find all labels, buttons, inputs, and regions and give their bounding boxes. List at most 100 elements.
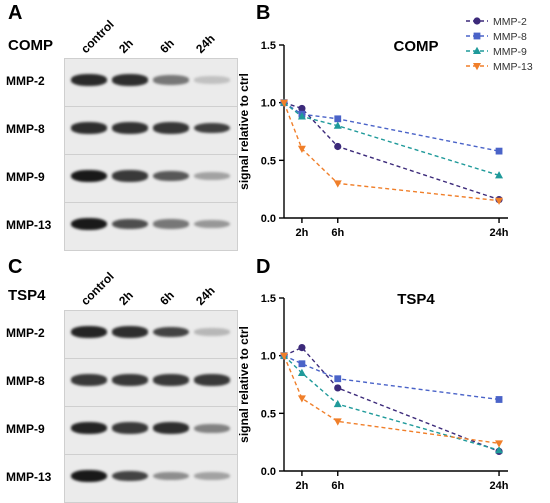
lane-label-6h: 6h <box>157 288 177 308</box>
blot-band <box>153 75 189 85</box>
data-point <box>334 142 342 151</box>
y-tick-label: 0.0 <box>261 213 276 225</box>
blot-band <box>194 76 230 84</box>
y-tick-label: 0.5 <box>261 408 276 420</box>
data-point <box>334 375 342 383</box>
blot-band <box>194 328 230 336</box>
series-line <box>283 102 500 201</box>
blot-strip-mmp-2 <box>64 58 238 107</box>
legend-marker <box>473 46 481 54</box>
series-mmp-8 <box>280 352 503 403</box>
series-line <box>283 355 500 451</box>
blot-band <box>112 422 148 434</box>
blot-band <box>71 170 107 182</box>
blot-band <box>194 219 230 229</box>
lane-label-24h: 24h <box>193 283 218 308</box>
x-tick-label: 24h <box>490 480 509 492</box>
blot-label-mmp-8: MMP-8 <box>6 374 45 388</box>
blot-band <box>112 74 148 86</box>
panel-letter-b: B <box>256 2 271 24</box>
blot-band <box>153 219 189 229</box>
blot-band <box>71 470 107 482</box>
blot-label-mmp-2: MMP-2 <box>6 326 45 340</box>
blot-band <box>153 170 189 182</box>
x-tick-label: 2h <box>295 480 308 492</box>
lane-label-6h: 6h <box>157 36 177 56</box>
blot-band <box>112 470 148 482</box>
blot-band <box>194 423 230 433</box>
blot-band <box>112 374 148 386</box>
blot-strip-mmp-8 <box>64 358 238 407</box>
y-tick-label: 1.5 <box>261 40 276 52</box>
data-point <box>334 384 342 392</box>
y-tick-label: 1.5 <box>261 293 276 305</box>
blot-band <box>194 471 230 481</box>
data-point <box>297 112 306 120</box>
legend-label: MMP-2 <box>493 16 527 28</box>
blot-band <box>112 122 148 134</box>
y-tick-label: 0.0 <box>261 466 276 478</box>
data-point <box>495 440 504 448</box>
y-tick-label: 1.0 <box>261 98 276 110</box>
blot-band <box>71 326 107 338</box>
blot-band <box>71 74 107 86</box>
y-axis-label: signal relative to ctrl <box>237 73 251 190</box>
lane-label-24h: 24h <box>193 31 218 56</box>
line-chart-tsp4: TSP4 signal relative to ctrl 0.0 0.5 1.0 1.5 2… <box>237 291 509 492</box>
data-point <box>495 197 504 205</box>
blot-band <box>71 218 107 230</box>
y-tick-label: 1.0 <box>261 351 276 363</box>
line-chart-comp: COMP signal relative to ctrl 0.0 0.5 1.0 1.5 2… <box>237 16 533 239</box>
data-point <box>297 145 306 153</box>
series-mmp-9 <box>280 98 504 179</box>
chart-title: TSP4 <box>397 291 435 308</box>
series-line <box>283 102 500 152</box>
data-point <box>334 115 342 123</box>
blot-label-mmp-13: MMP-13 <box>6 470 52 484</box>
chart-title: COMP <box>394 38 439 55</box>
data-point <box>495 396 503 403</box>
lane-label-2h: 2h <box>116 36 136 56</box>
data-point <box>280 352 288 360</box>
blot-band <box>71 374 107 386</box>
legend: MMP-2 MMP-8 MMP-9 MMP-13 <box>466 16 533 73</box>
series-mmp-2 <box>280 99 503 204</box>
blot-strip-mmp-8 <box>64 106 238 155</box>
x-tick-label: 2h <box>295 227 308 239</box>
data-point <box>298 360 306 368</box>
blot-group-title-comp: COMP <box>8 37 53 54</box>
blot-band <box>153 122 189 134</box>
series-line <box>283 346 500 453</box>
blot-strip-mmp-13 <box>64 202 238 251</box>
blot-band <box>153 374 189 386</box>
blot-label-mmp-2: MMP-2 <box>6 74 45 88</box>
legend-marker <box>473 63 481 71</box>
data-point <box>495 147 503 155</box>
data-point <box>333 399 342 408</box>
lane-label-control: control <box>78 269 117 308</box>
legend-label: MMP-13 <box>493 61 533 73</box>
legend-marker <box>473 17 481 25</box>
y-tick-label: 0.5 <box>261 155 276 167</box>
blot-label-mmp-9: MMP-9 <box>6 422 45 436</box>
legend-label: MMP-8 <box>493 31 527 43</box>
data-point <box>298 104 306 113</box>
data-point <box>495 171 504 179</box>
series-line <box>283 102 500 202</box>
data-point <box>298 343 306 352</box>
series-mmp-13 <box>280 352 504 448</box>
blot-band <box>71 422 107 434</box>
panel-letter-a: A <box>8 2 23 24</box>
data-point <box>333 121 342 129</box>
blot-label-mmp-13: MMP-13 <box>6 218 52 232</box>
x-tick-label: 6h <box>331 227 344 239</box>
blot-label-mmp-9: MMP-9 <box>6 170 45 184</box>
data-point <box>495 446 504 454</box>
blot-band <box>71 122 107 134</box>
series-line <box>283 355 500 401</box>
lane-label-2h: 2h <box>116 288 136 308</box>
blot-band <box>112 218 148 230</box>
blot-band <box>112 170 148 182</box>
lane-label-control: control <box>78 17 117 56</box>
series-mmp-9 <box>280 351 504 454</box>
